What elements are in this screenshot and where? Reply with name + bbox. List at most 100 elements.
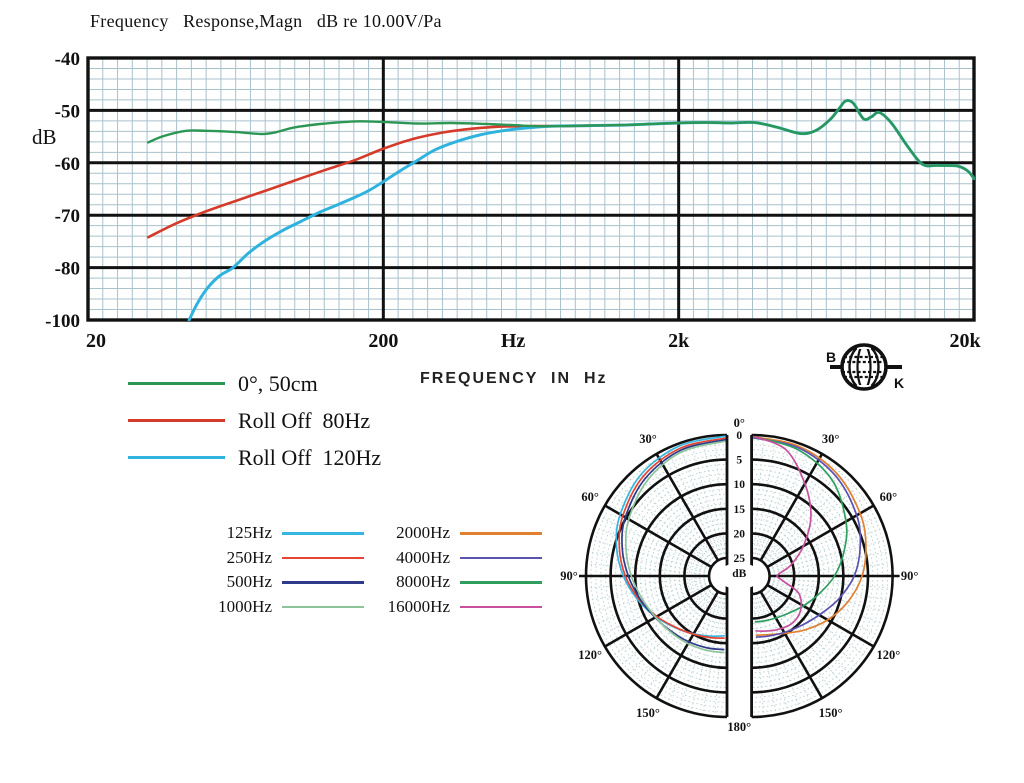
legend-line — [460, 605, 542, 609]
legend-item: Roll Off 80Hz — [128, 402, 381, 439]
polar-angle-label: 0° — [734, 416, 745, 430]
polar-angle-label: 60° — [581, 490, 599, 504]
polar-minor-spoke — [636, 467, 716, 563]
legend-item: 0°, 50cm — [128, 365, 381, 402]
chart-border — [86, 56, 976, 322]
frequency-response-chart: -40 -50 -60 -70 -80 -100 20 200 Hz 2k 20k — [45, 49, 981, 352]
logo-letter-k: K — [894, 375, 904, 391]
x-tick-label: 20 — [86, 330, 106, 352]
polar-angle-label: 150° — [636, 706, 660, 720]
polar-radial-label: 15 — [734, 504, 746, 516]
legend-item: 2000Hz — [348, 521, 542, 546]
bk-logo: B K — [826, 343, 904, 391]
polar-unit-label: dB — [732, 568, 746, 580]
globe-icon — [830, 343, 902, 391]
legend-item: Roll Off 120Hz — [128, 439, 381, 476]
legend-label: 2000Hz — [396, 523, 450, 543]
polar-minor-spoke — [586, 577, 710, 589]
polar-curve — [751, 435, 812, 632]
polar-angle-label: 90° — [901, 569, 919, 583]
polar-radial-label: 5 — [736, 455, 742, 467]
polar-angle-label: 180° — [727, 720, 751, 734]
polar-curve — [751, 436, 862, 638]
y-tick-label: -100 — [45, 311, 80, 332]
polar-radial-label: 25 — [734, 553, 746, 565]
polar-radial-label: 0 — [736, 430, 742, 442]
y-tick-label: -50 — [55, 101, 80, 122]
legend-label: 1000Hz — [218, 597, 272, 617]
x-tick-label: Hz — [501, 330, 526, 352]
logo-letter-b: B — [826, 349, 836, 365]
polar-minor-spoke — [626, 475, 715, 564]
polar-major-spoke — [655, 590, 720, 699]
legend-label: 500Hz — [226, 572, 272, 592]
response-legend: 0°, 50cm Roll Off 80Hz Roll Off 120Hz — [128, 365, 381, 476]
legend-item: 4000Hz — [348, 546, 542, 571]
legend-line — [128, 382, 225, 385]
polar-angle-label: 120° — [578, 648, 602, 662]
polar-minor-spoke — [765, 485, 860, 565]
legend-item: 250Hz — [180, 546, 364, 571]
x-tick-label: 20k — [949, 330, 981, 352]
polar-minor-spoke — [714, 435, 726, 559]
legend-item: 8000Hz — [348, 570, 542, 595]
polar-minor-spoke — [586, 563, 710, 575]
legend-item: 16000Hz — [348, 595, 542, 620]
polar-angle-label: 150° — [819, 706, 843, 720]
response-curves — [147, 98, 975, 321]
x-tick-label: 2k — [668, 330, 690, 352]
polar-angle-label: 30° — [822, 432, 840, 446]
y-tick-label: -70 — [55, 206, 80, 227]
y-tick-label: -40 — [55, 49, 80, 70]
x-axis-title: FREQUENCY IN Hz — [420, 370, 608, 387]
x-tick-label: 200 — [368, 330, 398, 352]
polar-curves — [615, 435, 727, 654]
legend-item: 1000Hz — [180, 595, 364, 620]
legend-label: Roll Off 80Hz — [238, 407, 371, 433]
polar-angle-label: 120° — [877, 648, 901, 662]
legend-label: 0°, 50cm — [238, 370, 318, 396]
legend-label: 250Hz — [226, 547, 272, 567]
polar-minor-spoke — [752, 593, 765, 717]
polar-major-spoke — [604, 583, 713, 648]
legend-line — [282, 605, 364, 609]
polar-major-spoke — [766, 583, 875, 648]
legend-label: 16000Hz — [387, 597, 450, 617]
legend-line — [460, 556, 542, 560]
legend-line — [460, 532, 542, 535]
legend-line — [282, 556, 364, 560]
chart-title: Frequency Response,Magn dB re 10.00V/Pa — [90, 11, 442, 31]
legend-label: 4000Hz — [396, 547, 450, 567]
polar-radial-label: 20 — [734, 528, 746, 540]
legend-label: Roll Off 120Hz — [238, 444, 382, 470]
legend-item: 500Hz — [180, 570, 364, 595]
polar-major-spoke — [655, 453, 720, 562]
polar-angle-label: 60° — [880, 490, 898, 504]
legend-line — [128, 419, 225, 422]
polar-minor-spoke — [769, 577, 893, 589]
polar-radial-label: 10 — [734, 479, 746, 491]
polar-curve — [624, 440, 727, 654]
polar-angle-label: 90° — [560, 569, 578, 583]
polar-curve — [621, 438, 727, 651]
polar-angle-label: 30° — [639, 432, 657, 446]
legend-line — [128, 456, 225, 459]
polar-major-spoke — [759, 590, 824, 699]
polar-curve — [751, 435, 848, 623]
legend-label: 8000Hz — [396, 572, 450, 592]
y-axis-unit-label: dB — [32, 125, 57, 149]
y-tick-label: -80 — [55, 259, 80, 280]
y-tick-label: -60 — [55, 154, 80, 175]
legend-label: 125Hz — [226, 523, 272, 543]
polar-legend-column-1: 125Hz 250Hz 500Hz 1000Hz — [180, 521, 364, 619]
polar-minor-spoke — [769, 563, 893, 575]
legend-line — [460, 581, 542, 584]
polar-minor-spoke — [752, 435, 765, 559]
polar-pattern-chart: 0 5 10 15 20 25 dB 0° 180° 30° 30° 60° 60° 90° 90° 120°… — [560, 416, 918, 734]
polar-curves — [751, 435, 867, 638]
polar-legend-column-2: 2000Hz 4000Hz 8000Hz 16000Hz — [348, 521, 542, 619]
polar-major-spoke — [759, 453, 824, 562]
polar-center-hole — [717, 563, 762, 589]
